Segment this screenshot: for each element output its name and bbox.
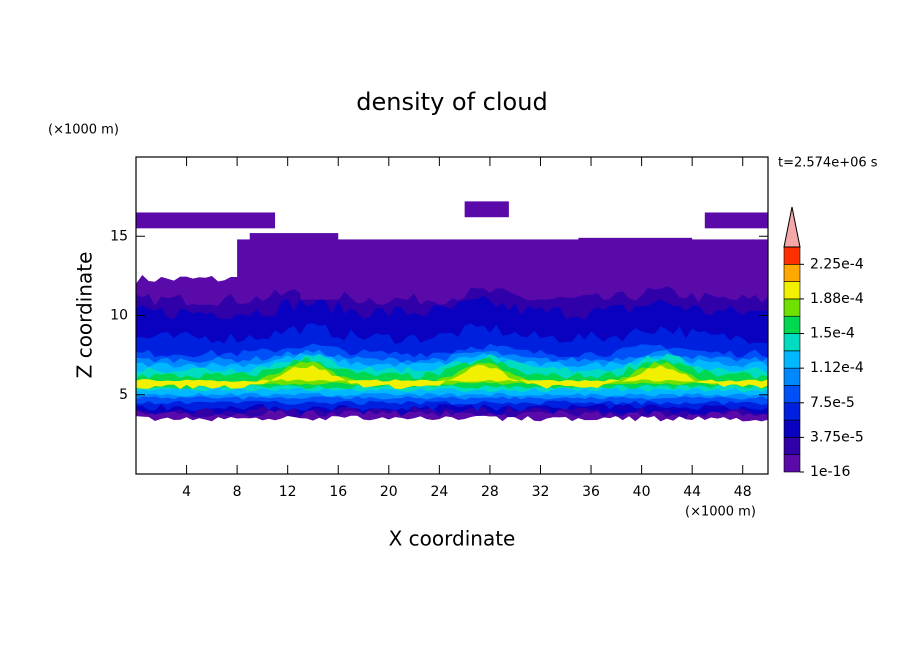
- x-tick-label: 36: [582, 484, 600, 500]
- y-tick-label: 10: [110, 308, 128, 324]
- colorbar-band: [783, 333, 801, 352]
- x-tick-label: 4: [182, 484, 191, 500]
- contour-band: [464, 201, 509, 218]
- y-tick-label: 15: [110, 228, 128, 244]
- contour-band: [256, 271, 276, 281]
- colorbar-band: [783, 315, 801, 334]
- colorbar-band: [783, 437, 801, 455]
- colorbar-band: [783, 246, 801, 265]
- colorbar-band: [783, 350, 801, 369]
- contour-band: [249, 233, 339, 245]
- contour-band: [515, 244, 554, 261]
- colorbar-tick-label: 7.5e-5: [810, 395, 855, 411]
- x-tick-label: 44: [683, 484, 701, 500]
- colorbar-extension: [783, 206, 801, 248]
- contour-band: [136, 212, 276, 229]
- y-axis-label: Z coordinate: [73, 252, 97, 379]
- colorbar-tick-label: 1e-16: [810, 464, 850, 480]
- x-unit: (×1000 m): [685, 505, 756, 520]
- contour-band: [300, 283, 339, 300]
- contour-band: [136, 365, 768, 390]
- contour-band: [704, 212, 768, 229]
- x-tick-label: 24: [430, 484, 448, 500]
- y-unit: (×1000 m): [48, 123, 119, 138]
- y-tick-label: 5: [119, 387, 128, 403]
- colorbar-tick-label: 1.5e-4: [810, 326, 855, 342]
- x-tick-label: 28: [481, 484, 499, 500]
- colorbar-tick-label: 2.25e-4: [810, 256, 864, 272]
- colorbar-tick-label: 1.88e-4: [810, 291, 864, 307]
- colorbar-band: [783, 281, 801, 300]
- x-tick-label: 16: [329, 484, 347, 500]
- x-axis-label: X coordinate: [389, 527, 516, 551]
- colorbar-tick-label: 1.12e-4: [810, 360, 864, 376]
- contour-field: [136, 201, 768, 422]
- x-tick-label: 8: [233, 484, 242, 500]
- colorbar-band: [783, 419, 801, 438]
- colorbar-band: [783, 402, 801, 421]
- colorbar-band: [783, 454, 801, 473]
- x-tick-label: 40: [633, 484, 651, 500]
- colorbar-band: [783, 385, 801, 404]
- time-annotation: t=2.574e+06 s: [778, 156, 878, 171]
- colorbar-band: [783, 367, 801, 386]
- x-tick-label: 12: [279, 484, 297, 500]
- contour-band: [578, 237, 693, 248]
- chart-title: density of cloud: [356, 88, 547, 116]
- x-tick-label: 20: [380, 484, 398, 500]
- colorbar-band: [783, 298, 801, 317]
- x-tick-label: 48: [734, 484, 752, 500]
- colorbar-band: [783, 264, 801, 282]
- x-tick-label: 32: [532, 484, 550, 500]
- colorbar-tick-label: 3.75e-5: [810, 429, 864, 445]
